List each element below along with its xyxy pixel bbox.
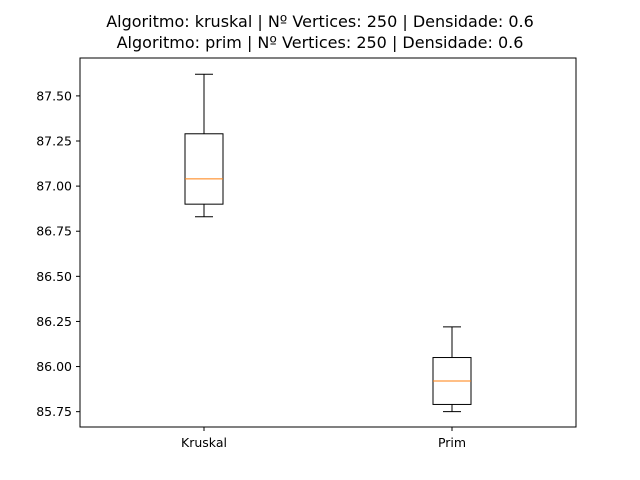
y-tick-label: 86.50 (36, 269, 72, 284)
y-tick-label: 86.25 (36, 314, 72, 329)
chart-title-line-2: Algoritmo: prim | Nº Vertices: 250 | Den… (116, 33, 524, 52)
y-tick-label: 87.00 (36, 179, 72, 194)
box-kruskal (184, 133, 224, 205)
y-tick-label: 86.75 (36, 224, 72, 239)
y-tick-label: 86.00 (36, 359, 72, 374)
plot-area-frame (79, 57, 577, 428)
y-tick-label: 87.50 (36, 88, 72, 103)
x-tick-label: Prim (438, 435, 466, 450)
x-tick-label: Kruskal (181, 435, 227, 450)
chart-title-line-1: Algoritmo: kruskal | Nº Vertices: 250 | … (106, 12, 534, 31)
y-tick-label: 85.75 (36, 404, 72, 419)
y-tick-label: 87.25 (36, 134, 72, 149)
